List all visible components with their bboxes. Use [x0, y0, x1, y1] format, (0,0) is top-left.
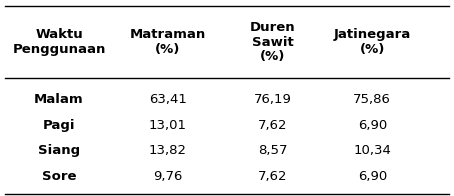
Text: 6,90: 6,90 — [358, 119, 387, 132]
Text: 76,19: 76,19 — [253, 93, 291, 106]
Text: 10,34: 10,34 — [353, 144, 391, 157]
Text: Sore: Sore — [42, 170, 76, 183]
Text: 13,82: 13,82 — [149, 144, 187, 157]
Text: 7,62: 7,62 — [258, 170, 287, 183]
Text: 63,41: 63,41 — [149, 93, 187, 106]
Text: 9,76: 9,76 — [153, 170, 183, 183]
Text: 13,01: 13,01 — [149, 119, 187, 132]
Text: 7,62: 7,62 — [258, 119, 287, 132]
Text: Malam: Malam — [34, 93, 84, 106]
Text: Waktu
Penggunaan: Waktu Penggunaan — [12, 28, 106, 56]
Text: 6,90: 6,90 — [358, 170, 387, 183]
Text: Siang: Siang — [38, 144, 80, 157]
Text: Matraman
(%): Matraman (%) — [130, 28, 206, 56]
Text: Duren
Sawit
(%): Duren Sawit (%) — [250, 21, 295, 63]
Text: 75,86: 75,86 — [353, 93, 391, 106]
Text: Jatinegara
(%): Jatinegara (%) — [334, 28, 411, 56]
Text: 8,57: 8,57 — [258, 144, 287, 157]
Text: Pagi: Pagi — [43, 119, 75, 132]
